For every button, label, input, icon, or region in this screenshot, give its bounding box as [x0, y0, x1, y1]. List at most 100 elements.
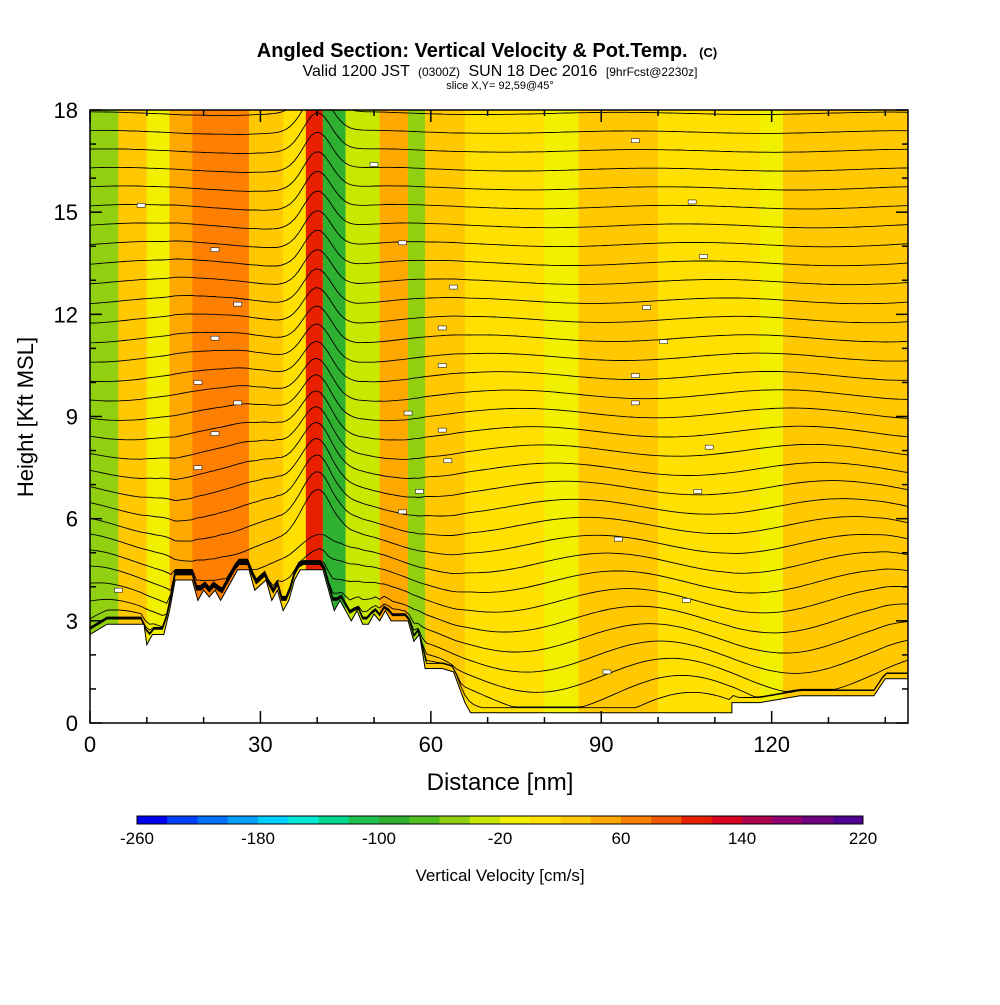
x-tick-label: 90: [589, 732, 613, 757]
chart-title: Angled Section: Vertical Velocity & Pot.…: [257, 40, 688, 62]
isentrope-value-marker: [210, 335, 220, 341]
colorbar-tick-label: -260: [120, 829, 154, 848]
colorbar-swatch: [137, 816, 168, 824]
isentrope-value-marker: [693, 489, 703, 494]
colorbar-tick-label: 60: [612, 829, 631, 848]
isentrope-value-marker: [403, 410, 413, 416]
colorbar-swatch: [711, 816, 743, 824]
isentrope-line: [90, 268, 908, 305]
isentrope-line: [90, 489, 908, 562]
colorbar-tick-label: 220: [849, 829, 877, 848]
velocity-band: [408, 110, 426, 723]
isentrope-value-marker: [659, 339, 668, 344]
isentrope-line: [90, 110, 908, 135]
isentrope-value-marker: [437, 427, 447, 433]
terrain-mask: [90, 569, 908, 723]
isentrope-value-marker: [210, 431, 220, 436]
colorbar-swatch: [742, 816, 773, 824]
colorbar-swatch: [832, 816, 864, 824]
y-tick-label: 9: [66, 405, 78, 430]
velocity-band: [544, 110, 579, 723]
plot-area: [90, 110, 908, 723]
isentrope-value-marker: [136, 203, 146, 208]
y-tick-label: 15: [54, 200, 78, 225]
y-tick-label: 12: [54, 302, 78, 327]
colorbar-swatch: [409, 816, 440, 824]
isentrope-value-marker: [193, 465, 203, 470]
isentrope-value-marker: [631, 373, 640, 378]
isentrope-value-marker: [631, 400, 640, 406]
colorbar-swatch: [530, 816, 561, 824]
y-tick-label: 0: [66, 711, 78, 736]
x-tick-label: 30: [248, 732, 272, 757]
colorbar-swatch: [621, 816, 652, 824]
colorbar-swatch: [258, 816, 289, 824]
subtitle-valid: Valid 1200 JST: [303, 63, 411, 80]
isentrope-line: [90, 131, 908, 173]
isentrope-value-marker: [437, 325, 447, 331]
slice-label: slice X,Y= 92,59@45°: [446, 80, 554, 92]
isentrope-value-marker: [114, 587, 123, 593]
isentrope-line: [90, 151, 908, 192]
isentrope-value-marker: [233, 400, 242, 406]
isentrope-line: [90, 112, 908, 154]
isentrope-value-marker: [699, 254, 708, 259]
velocity-band: [322, 110, 346, 723]
isentrope-line: [90, 171, 908, 211]
isentrope-line: [90, 210, 908, 249]
isentrope-line: [90, 190, 908, 230]
velocity-bands: [90, 110, 908, 723]
colorbar-swatch: [439, 816, 471, 824]
isentrope-line: [90, 357, 908, 402]
colorbar-swatch: [500, 816, 531, 824]
isentrope-value-marker: [443, 458, 453, 464]
isentrope-line: [90, 340, 908, 383]
chart-title-suffix: (C): [699, 45, 717, 60]
y-axis-label: Height [Kft MSL]: [13, 337, 38, 497]
isentrope-line: [90, 421, 908, 480]
subtitle-date: SUN 18 Dec 2016: [468, 63, 597, 80]
isentrope-value-marker: [437, 363, 447, 368]
colorbar-tick-label: -180: [241, 829, 275, 848]
isentrope-value-marker: [398, 509, 407, 515]
isentrope-line: [90, 454, 908, 522]
isentrope-line: [90, 548, 908, 594]
axes: 0 30 60 90 120 0 3 6 9 12 15 18: [54, 98, 908, 757]
isentrope-value-marker: [614, 536, 623, 542]
svg-text:Valid 1200 JST (0300Z): Valid 1200 JST (0300Z) SUN 18 Dec 2016 […: [303, 63, 698, 80]
isentrope-line: [90, 249, 908, 286]
colorbar: -260 -180 -100 -20 60 140 220: [120, 815, 877, 848]
colorbar-swatch: [772, 816, 803, 824]
isentrope-line: [90, 471, 908, 542]
colorbar-swatch: [560, 816, 592, 824]
colorbar-swatch: [227, 816, 259, 824]
colorbar-tick-label: -100: [362, 829, 396, 848]
isentrope-line: [90, 323, 908, 363]
isentrope-line: [90, 533, 908, 582]
colorbar-swatch: [318, 816, 350, 824]
isentrope-value-marker: [687, 199, 697, 205]
isentrope-line: [90, 390, 908, 441]
colorbar-swatch: [681, 816, 713, 824]
isentrope-line: [90, 437, 908, 501]
isentrope-line: [90, 287, 908, 324]
velocity-band: [146, 110, 170, 723]
colorbar-frame: [136, 815, 864, 825]
isentrope-value-marker: [233, 301, 242, 307]
isentrope-value-marker: [415, 489, 424, 494]
subtitle-forecast: [9hrFcst@2230z]: [606, 65, 698, 79]
y-tick-label: 18: [54, 98, 78, 123]
colorbar-swatch: [379, 816, 410, 824]
svg-text:Angled Section: Vertical Veloc: Angled Section: Vertical Velocity & Pot.…: [257, 40, 717, 62]
isentrope-value-marker: [210, 247, 220, 252]
colorbar-swatch: [167, 816, 198, 824]
colorbar-swatch: [197, 816, 229, 824]
colorbar-tick-label: -20: [488, 829, 513, 848]
isentrope-value-marker: [398, 240, 407, 246]
isentrope-value-marker: [369, 162, 379, 167]
colorbar-swatch: [469, 816, 501, 824]
subtitle-zulu: (0300Z): [418, 65, 460, 79]
isentrope-value-marker: [682, 598, 691, 603]
x-tick-label: 0: [84, 732, 96, 757]
